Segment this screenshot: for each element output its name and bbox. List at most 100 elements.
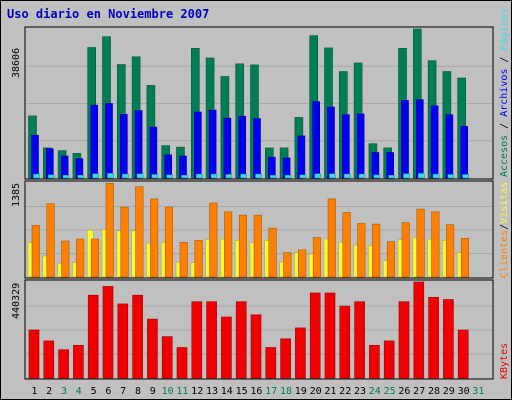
bar-kbytes-day-6 [102,286,114,379]
bar-clientes-day-27 [416,208,425,278]
bar-kbytes-day-22 [339,305,351,379]
bar-archivos-day-12 [194,111,202,179]
bar-paginas-day-28 [432,173,440,179]
day-label-5: 5 [91,386,97,397]
bar-archivos-day-8 [134,110,143,179]
bar-paginas-day-20 [314,173,322,179]
bar-kbytes-day-25 [383,340,395,379]
bar-paginas-day-19 [299,174,307,179]
legend-accesos: Accesos [499,135,510,177]
bar-archivos-day-30 [460,126,469,179]
day-label-7: 7 [120,386,126,397]
bar-kbytes-day-30 [457,329,469,379]
bar-archivos-day-1 [31,134,39,179]
bar-kbytes-day-28 [428,296,439,379]
bar-clientes-day-15 [238,214,247,278]
bar-archivos-day-25 [386,152,395,179]
bar-kbytes-day-12 [191,301,203,379]
bar-paginas-day-10 [166,174,173,179]
bar-clientes-day-22 [342,212,351,278]
bar-archivos-day-21 [327,106,335,179]
bar-clientes-day-25 [386,241,396,278]
bar-clientes-day-5 [90,238,99,278]
bar-kbytes-day-26 [398,301,410,379]
bar-paginas-day-25 [388,175,396,179]
day-label-29: 29 [443,386,455,397]
legend-archivos: Archivos [499,69,510,117]
bar-kbytes-day-11 [176,347,188,379]
chart-title: Uso diario en Noviembre 2007 [7,7,209,21]
bar-clientes-day-6 [105,183,114,278]
bar-clientes-day-16 [253,214,262,278]
visits-legend: Clientes/Visitas [499,182,510,278]
bar-archivos-day-24 [371,152,380,179]
bar-kbytes-day-16 [250,314,262,379]
day-label-15: 15 [236,386,248,397]
bar-kbytes-day-3 [58,349,69,379]
bar-clientes-day-7 [120,206,129,278]
day-label-28: 28 [428,386,440,397]
day-label-10: 10 [162,386,174,397]
bar-paginas-day-29 [447,174,455,179]
day-label-2: 2 [46,386,52,397]
bar-paginas-day-23 [358,173,366,179]
bar-paginas-day-16 [255,173,262,179]
bar-archivos-day-11 [179,155,187,179]
day-label-19: 19 [295,386,307,397]
day-label-16: 16 [250,386,262,397]
day-labels: 1 2 3 4 5 6 7 8 9 10 11 12 13 14 15 16 17 18 19 20 21 22 23 24 2… [31,386,484,397]
bar-archivos-day-18 [282,157,291,179]
bar-clientes-day-20 [312,237,322,278]
bar-clientes-day-2 [46,203,55,278]
bar-paginas-day-7 [122,173,129,179]
bar-kbytes-day-5 [87,294,99,379]
bar-clientes-day-1 [31,225,40,278]
bar-clientes-day-9 [150,198,159,278]
visits-max-label: 1385 [11,183,22,207]
requests-panel: 38606 Accesos / Archivos / Páginas [11,8,510,180]
kbytes-legend: KBytes [499,343,510,379]
kbytes-max-label: 440329 [11,283,22,319]
bar-kbytes-day-2 [43,340,55,379]
bar-kbytes-day-13 [206,301,217,379]
day-label-24: 24 [369,386,381,397]
bar-archivos-day-5 [90,104,98,179]
day-label-11: 11 [176,386,188,397]
bar-kbytes-day-9 [147,318,158,379]
bar-archivos-day-10 [164,154,172,179]
bar-paginas-day-27 [417,173,425,179]
bar-kbytes-day-7 [117,303,129,379]
bar-kbytes-day-17 [265,347,277,379]
bar-paginas-day-11 [181,175,188,179]
bar-paginas-day-2 [47,174,55,179]
bar-paginas-day-13 [210,173,218,179]
bar-paginas-day-22 [343,173,351,179]
bar-archivos-day-22 [341,114,350,179]
day-label-25: 25 [384,386,396,397]
day-label-20: 20 [310,386,322,397]
bar-clientes-day-21 [327,198,336,278]
requests-legend: Accesos / Archivos / Páginas [498,8,510,177]
bar-clientes-day-10 [164,206,173,278]
bar-archivos-day-13 [208,109,217,179]
bar-archivos-day-16 [253,118,261,179]
bar-clientes-day-14 [224,211,233,278]
bar-clientes-day-30 [460,238,470,278]
bar-kbytes-day-1 [28,329,40,379]
bar-kbytes-day-24 [369,344,380,379]
day-label-3: 3 [61,386,67,397]
bar-kbytes-day-29 [443,299,454,379]
day-label-21: 21 [324,386,336,397]
bar-archivos-day-3 [60,155,69,179]
visits-panel: 1385 Clientes/Visitas [11,180,510,279]
bar-paginas-day-9 [151,174,159,179]
day-label-14: 14 [221,386,233,397]
bar-paginas-day-17 [269,175,277,179]
bar-kbytes-day-23 [354,301,365,379]
bar-kbytes-day-19 [295,327,306,379]
bar-clientes-day-13 [209,202,218,278]
day-label-13: 13 [206,386,218,397]
bar-kbytes-day-14 [221,316,232,379]
bar-clientes-day-8 [135,186,144,278]
bar-clientes-day-3 [61,240,70,278]
